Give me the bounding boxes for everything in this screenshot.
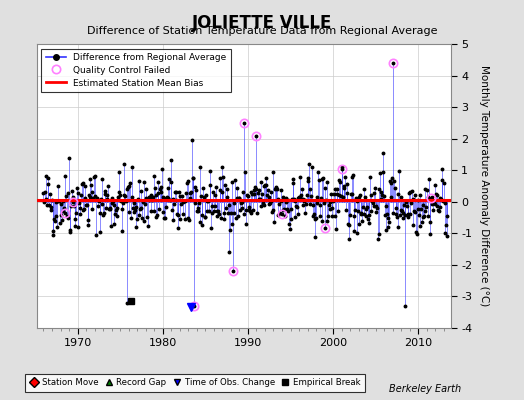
Text: JOLIETTE VILLE: JOLIETTE VILLE [192, 14, 332, 32]
Y-axis label: Monthly Temperature Anomaly Difference (°C): Monthly Temperature Anomaly Difference (… [479, 65, 489, 307]
Legend: Station Move, Record Gap, Time of Obs. Change, Empirical Break: Station Move, Record Gap, Time of Obs. C… [25, 374, 365, 392]
Legend: Difference from Regional Average, Quality Control Failed, Estimated Station Mean: Difference from Regional Average, Qualit… [41, 48, 231, 92]
Text: Berkeley Earth: Berkeley Earth [389, 384, 461, 394]
Text: Difference of Station Temperature Data from Regional Average: Difference of Station Temperature Data f… [87, 26, 437, 36]
